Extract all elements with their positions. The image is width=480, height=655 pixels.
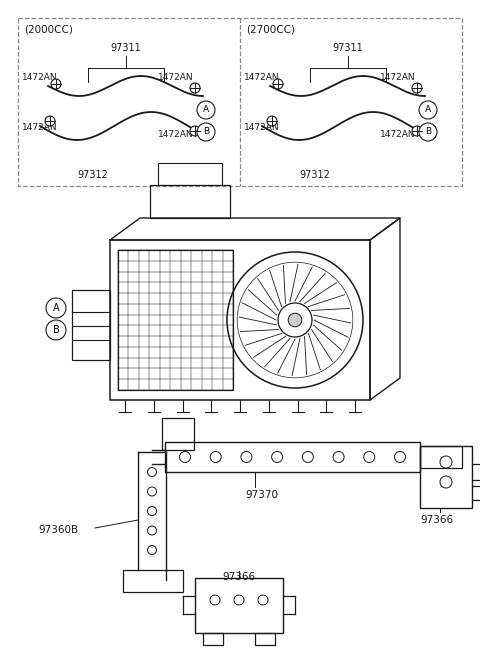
Circle shape — [147, 526, 156, 535]
Bar — [123, 570, 183, 592]
Bar — [195, 578, 283, 633]
Circle shape — [210, 595, 220, 605]
Circle shape — [273, 79, 283, 89]
Text: 97311: 97311 — [332, 43, 363, 53]
Text: 1472AN: 1472AN — [244, 123, 280, 132]
Circle shape — [147, 468, 156, 476]
Text: 97366: 97366 — [222, 572, 255, 582]
Bar — [72, 290, 110, 360]
Circle shape — [419, 101, 437, 119]
Text: A: A — [53, 303, 60, 313]
Text: 1472AN: 1472AN — [22, 73, 58, 82]
Circle shape — [241, 451, 252, 462]
Text: 97311: 97311 — [110, 43, 141, 53]
Circle shape — [147, 506, 156, 515]
Text: 97370: 97370 — [245, 490, 278, 500]
Text: 1472AN: 1472AN — [158, 130, 193, 139]
Circle shape — [190, 126, 200, 136]
Bar — [150, 185, 230, 218]
Circle shape — [288, 313, 302, 327]
Text: B: B — [203, 128, 209, 136]
Circle shape — [210, 451, 221, 462]
Bar — [255, 633, 275, 645]
Circle shape — [234, 595, 244, 605]
Circle shape — [190, 83, 200, 93]
Text: 1472AN: 1472AN — [380, 73, 416, 82]
Circle shape — [45, 116, 55, 126]
Text: B: B — [425, 128, 431, 136]
Bar — [420, 446, 472, 508]
Circle shape — [197, 101, 215, 119]
Text: 1472AN: 1472AN — [22, 123, 58, 132]
Circle shape — [258, 595, 268, 605]
Circle shape — [302, 451, 313, 462]
Text: 97312: 97312 — [78, 170, 108, 180]
Circle shape — [147, 487, 156, 496]
Text: (2000CC): (2000CC) — [24, 24, 73, 34]
Circle shape — [51, 79, 61, 89]
Text: 1472AN: 1472AN — [244, 73, 280, 82]
Text: 97360B: 97360B — [38, 525, 78, 535]
Text: 97366: 97366 — [420, 515, 453, 525]
Text: 1472AN: 1472AN — [158, 73, 193, 82]
Circle shape — [364, 451, 375, 462]
Circle shape — [46, 298, 66, 318]
Circle shape — [278, 303, 312, 337]
Circle shape — [412, 83, 422, 93]
Circle shape — [147, 546, 156, 555]
Circle shape — [197, 123, 215, 141]
Text: 97312: 97312 — [300, 170, 330, 180]
Bar — [118, 250, 233, 390]
Text: 1472AN: 1472AN — [380, 130, 416, 139]
Bar — [110, 240, 370, 400]
Circle shape — [267, 116, 277, 126]
Bar — [165, 442, 420, 472]
Circle shape — [440, 476, 452, 488]
Text: A: A — [425, 105, 431, 115]
Bar — [420, 446, 462, 468]
Circle shape — [419, 123, 437, 141]
Circle shape — [395, 451, 406, 462]
Bar — [162, 418, 194, 450]
Bar — [203, 633, 223, 645]
Text: B: B — [53, 325, 60, 335]
Text: A: A — [203, 105, 209, 115]
Circle shape — [46, 320, 66, 340]
Circle shape — [333, 451, 344, 462]
Text: (2700CC): (2700CC) — [246, 24, 295, 34]
Circle shape — [440, 456, 452, 468]
Bar — [18, 18, 462, 186]
Circle shape — [412, 126, 422, 136]
Circle shape — [180, 451, 191, 462]
Circle shape — [272, 451, 283, 462]
Bar — [158, 163, 222, 185]
